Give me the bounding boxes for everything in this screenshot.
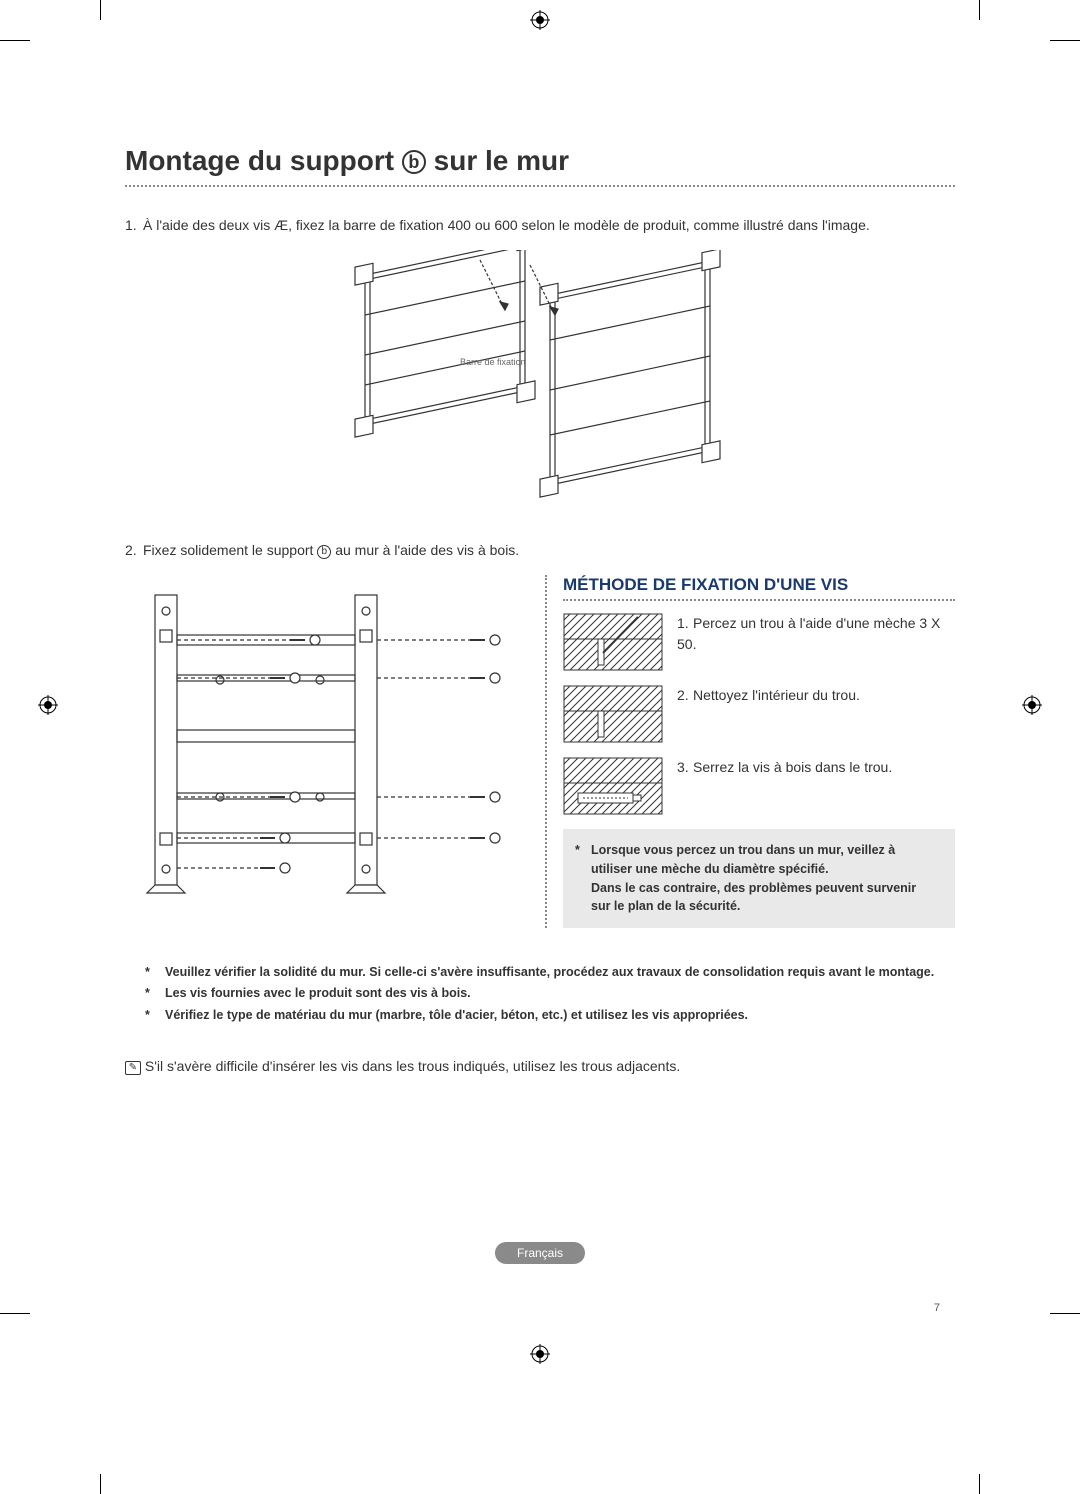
page-content: Montage du support b sur le mur 1.À l'ai…	[125, 145, 955, 1077]
method-3-text: Serrez la vis à bois dans le trou.	[693, 759, 892, 775]
crop-mark	[100, 0, 101, 20]
method-step-2: 2.Nettoyez l'intérieur du trou.	[563, 685, 955, 743]
figure-wall-mount	[125, 575, 525, 928]
tip-3: *Vérifiez le type de matériau du mur (ma…	[165, 1005, 935, 1026]
method-step-3: 3.Serrez la vis à bois dans le trou.	[563, 757, 955, 815]
crop-mark	[1050, 1313, 1080, 1314]
circled-b-icon: b	[402, 150, 426, 174]
asterisk-icon: *	[145, 962, 150, 983]
crop-mark	[100, 1474, 101, 1494]
tips-block: * Veuillez vérifier la solidité du mur. S…	[125, 952, 955, 1036]
crop-mark	[0, 1313, 30, 1314]
figure-label: Barre de fixation	[460, 357, 526, 367]
crop-mark	[0, 40, 30, 41]
method-1-text: Percez un trou à l'aide d'une mèche 3 X …	[677, 615, 940, 652]
method-title: MÉTHODE DE FIXATION D'UNE VIS	[563, 575, 955, 601]
warning-box: * Lorsque vous percez un trou dans un mu…	[563, 829, 955, 928]
asterisk-icon: *	[145, 983, 150, 1004]
method-number: 2.	[677, 685, 693, 706]
method-2-text: Nettoyez l'intérieur du trou.	[693, 687, 860, 703]
asterisk-icon: *	[575, 841, 580, 860]
note-icon: ✎	[125, 1061, 141, 1075]
tip-2-text: Les vis fournies avec le produit sont de…	[165, 986, 471, 1000]
language-badge: Français	[495, 1242, 585, 1264]
title-prefix: Montage du support	[125, 145, 402, 176]
registration-mark-icon	[530, 10, 550, 30]
step-number: 2.	[125, 540, 143, 561]
tip-1-text: Veuillez vérifier la solidité du mur. Si…	[165, 965, 934, 979]
registration-mark-icon	[38, 695, 58, 715]
registration-mark-icon	[530, 1344, 550, 1364]
warning-line-2: Dans le cas contraire, des problèmes peu…	[591, 879, 939, 917]
method-number: 3.	[677, 757, 693, 778]
step-2-suffix: au mur à l'aide des vis à bois.	[331, 542, 519, 558]
note-line: ✎ S'il s'avère difficile d'insérer les v…	[125, 1056, 955, 1077]
step-number: 1.	[125, 215, 143, 236]
asterisk-icon: *	[145, 1005, 150, 1026]
screw-method-panel: MÉTHODE DE FIXATION D'UNE VIS 1.Percez u…	[545, 575, 955, 928]
clean-hole-icon	[563, 685, 663, 743]
crop-mark	[1050, 40, 1080, 41]
crop-mark	[979, 0, 980, 20]
method-step-1: 1.Percez un trou à l'aide d'une mèche 3 …	[563, 613, 955, 671]
page-title: Montage du support b sur le mur	[125, 145, 955, 187]
crop-mark	[979, 1474, 980, 1494]
circled-b-icon: b	[317, 545, 331, 559]
step-2: 2.Fixez solidement le support b au mur à…	[125, 540, 955, 561]
figure-bracket-assembly: Barre de fixation	[330, 250, 750, 500]
note-text: S'il s'avère difficile d'insérer les vis…	[145, 1058, 680, 1074]
tip-3-text: Vérifiez le type de matériau du mur (mar…	[165, 1008, 748, 1022]
drill-hole-icon	[563, 613, 663, 671]
tighten-screw-icon	[563, 757, 663, 815]
step-2-prefix: Fixez solidement le support	[143, 542, 317, 558]
tip-2: *Les vis fournies avec le produit sont d…	[165, 983, 935, 1004]
warning-line-1: Lorsque vous percez un trou dans un mur,…	[591, 841, 939, 879]
registration-mark-icon	[1022, 695, 1042, 715]
method-number: 1.	[677, 613, 693, 634]
step-1: 1.À l'aide des deux vis Æ, fixez la barr…	[125, 215, 955, 236]
page-number: 7	[934, 1302, 940, 1314]
tip-1: *Veuillez vérifier la solidité du mur. S…	[165, 962, 935, 983]
step-1-text: À l'aide des deux vis Æ, fixez la barre …	[143, 217, 870, 233]
title-suffix: sur le mur	[426, 145, 569, 176]
